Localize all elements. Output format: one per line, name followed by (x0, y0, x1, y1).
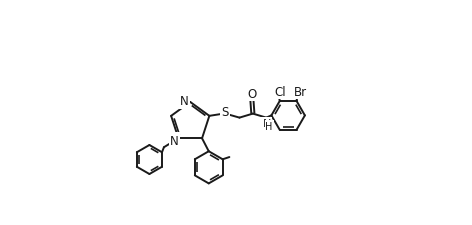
Text: N: N (170, 134, 179, 147)
Text: Br: Br (294, 86, 307, 99)
Text: H: H (265, 122, 273, 132)
Text: N: N (180, 95, 189, 108)
Text: O: O (247, 88, 256, 101)
Text: N: N (262, 119, 271, 129)
Text: Cl: Cl (274, 86, 286, 99)
Text: S: S (221, 105, 228, 118)
